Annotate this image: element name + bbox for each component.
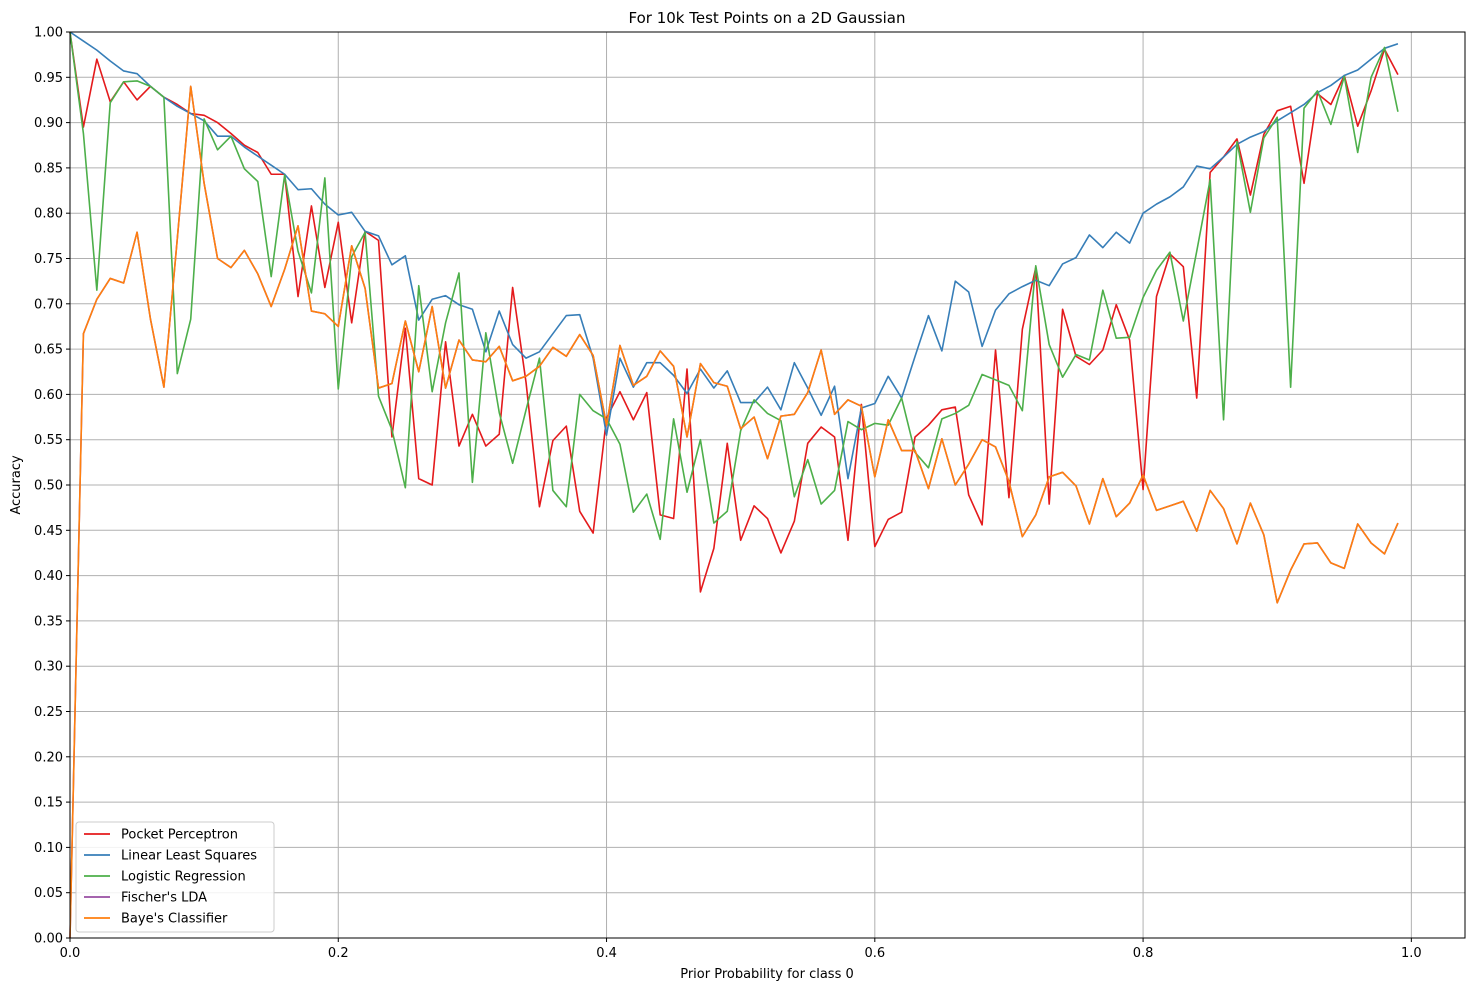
y-tick-label: 0.35 [34, 614, 63, 629]
y-tick-label: 0.85 [34, 161, 63, 176]
series-lines [69, 31, 1399, 939]
y-tick-label: 0.10 [34, 841, 63, 856]
y-tick-label: 0.75 [34, 252, 63, 267]
x-tick-label: 0.8 [1133, 946, 1154, 961]
y-tick-label: 0.20 [34, 750, 63, 765]
y-tick-label: 1.00 [34, 26, 63, 41]
y-tick-label: 0.95 [34, 71, 63, 86]
y-tick-label: 0.70 [34, 297, 63, 312]
x-tick-label: 0.2 [328, 946, 349, 961]
y-tick-label: 0.80 [34, 207, 63, 222]
legend: Pocket Perceptron Linear Least Squares Log… [75, 821, 275, 933]
axis-ticks: 0.00 0.05 0.10 0.15 0.20 0.25 0.30 0.35 0.40 0.45… [34, 26, 1422, 962]
series-line-linear-least-squares [69, 31, 1399, 480]
y-tick-label: 0.15 [34, 796, 63, 811]
y-tick-label: 0.60 [34, 388, 63, 403]
series-line-logistic-regression [69, 31, 1399, 541]
chart-title: For 10k Test Points on a 2D Gaussian [629, 9, 906, 27]
y-axis-label: Accuracy [9, 455, 24, 515]
y-tick-label: 0.05 [34, 886, 63, 901]
legend-label-logistic-regression: Logistic Regression [121, 870, 246, 885]
series-line-pocket-perceptron [69, 31, 1399, 593]
series-line-baye-s-classifier [69, 85, 1399, 939]
y-tick-label: 0.50 [34, 479, 63, 494]
y-tick-label: 0.25 [34, 705, 63, 720]
y-tick-label: 0.65 [34, 343, 63, 358]
x-tick-label: 0.0 [60, 946, 81, 961]
legend-label-pocket-perceptron: Pocket Perceptron [121, 828, 238, 843]
legend-label-fischer-s-lda: Fischer's LDA [121, 891, 207, 906]
legend-label-baye-s-classifier: Baye's Classifier [121, 912, 228, 927]
y-tick-label: 0.40 [34, 569, 63, 584]
x-tick-label: 0.6 [864, 946, 885, 961]
legend-box [75, 821, 275, 933]
y-tick-label: 0.45 [34, 524, 63, 539]
legend-label-linear-least-squares: Linear Least Squares [121, 849, 257, 864]
y-tick-label: 0.55 [34, 433, 63, 448]
y-tick-label: 0.90 [34, 116, 63, 131]
x-axis-label: Prior Probability for class 0 [680, 967, 854, 982]
y-tick-label: 0.30 [34, 660, 63, 675]
y-tick-label: 0.00 [34, 932, 63, 947]
x-tick-label: 1.0 [1401, 946, 1422, 961]
x-tick-label: 0.4 [596, 946, 617, 961]
